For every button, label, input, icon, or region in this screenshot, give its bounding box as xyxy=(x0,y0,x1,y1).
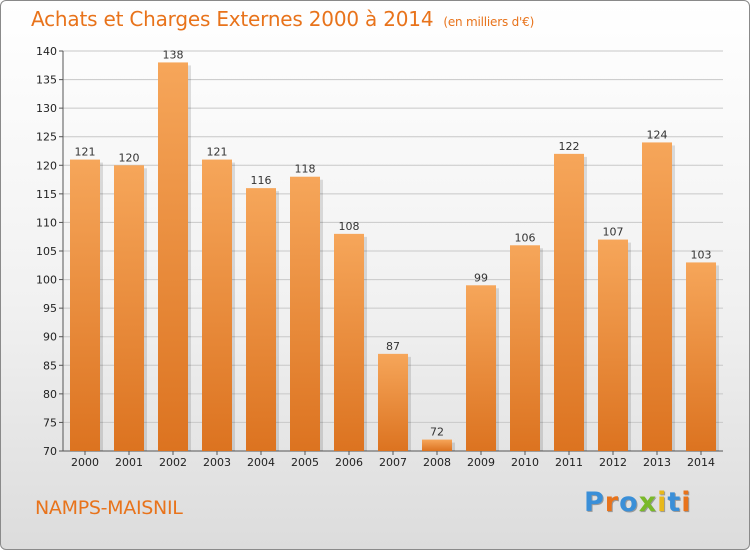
chart-title: Achats et Charges Externes 2000 à 2014 (e… xyxy=(31,7,534,31)
logo-letter: P xyxy=(584,487,605,518)
chart-title-text: Achats et Charges Externes 2000 à 2014 xyxy=(31,7,434,31)
bar xyxy=(378,353,408,451)
y-tick-label: 110 xyxy=(36,216,57,229)
bar xyxy=(554,153,584,451)
logo-letter: i xyxy=(657,487,668,518)
bar-value-label: 118 xyxy=(295,163,316,176)
x-tick-label: 2010 xyxy=(511,456,539,469)
bar-value-label: 120 xyxy=(119,151,140,164)
bar-value-label: 103 xyxy=(691,248,712,261)
bar-value-label: 108 xyxy=(339,220,360,233)
y-tick-label: 100 xyxy=(36,274,57,287)
logo-letter: o xyxy=(619,487,639,518)
bar xyxy=(334,233,364,451)
x-tick-label: 2007 xyxy=(379,456,407,469)
bar-value-label: 99 xyxy=(474,271,488,284)
bar xyxy=(202,159,232,452)
commune-name: NAMPS-MAISNIL xyxy=(35,497,183,519)
y-tick-label: 130 xyxy=(36,102,57,115)
bar-value-label: 107 xyxy=(603,226,624,239)
chart-subtitle: (en milliers d'€) xyxy=(443,15,535,29)
x-tick-label: 2014 xyxy=(687,456,715,469)
y-tick-label: 135 xyxy=(36,74,57,87)
x-tick-label: 2003 xyxy=(203,456,231,469)
bar-value-label: 106 xyxy=(515,231,536,244)
y-tick-label: 140 xyxy=(36,45,57,58)
bar xyxy=(686,262,716,451)
logo-letter: r xyxy=(604,487,620,518)
y-tick-label: 90 xyxy=(43,331,57,344)
x-tick-label: 2000 xyxy=(71,456,99,469)
bar xyxy=(598,239,628,451)
y-tick-label: 115 xyxy=(36,188,57,201)
y-tick-label: 70 xyxy=(43,445,57,458)
y-tick-label: 120 xyxy=(36,159,57,172)
x-tick-label: 2004 xyxy=(247,456,275,469)
bar xyxy=(290,176,320,451)
bar-value-label: 72 xyxy=(430,426,444,439)
bar xyxy=(70,159,100,452)
bar xyxy=(466,285,496,451)
bar-value-label: 121 xyxy=(207,146,228,159)
bar-value-label: 87 xyxy=(386,340,400,353)
y-tick-label: 80 xyxy=(43,388,57,401)
bar-value-label: 121 xyxy=(75,146,96,159)
x-tick-label: 2002 xyxy=(159,456,187,469)
x-tick-label: 2006 xyxy=(335,456,363,469)
y-tick-label: 105 xyxy=(36,245,57,258)
bar xyxy=(114,165,144,452)
x-tick-label: 2011 xyxy=(555,456,583,469)
bar xyxy=(642,142,672,451)
bars xyxy=(70,62,719,452)
x-tick-label: 2009 xyxy=(467,456,495,469)
x-tick-label: 2013 xyxy=(643,456,671,469)
x-tick-label: 2012 xyxy=(599,456,627,469)
bar-value-label: 138 xyxy=(163,48,184,61)
bar xyxy=(510,245,540,451)
bar-value-label: 122 xyxy=(559,140,580,153)
x-tick-label: 2001 xyxy=(115,456,143,469)
logo-letter: t xyxy=(667,487,682,518)
proxiti-logo: Proxiti xyxy=(584,487,692,518)
y-tick-label: 85 xyxy=(43,359,57,372)
bar-value-label: 124 xyxy=(647,128,668,141)
y-tick-label: 125 xyxy=(36,131,57,144)
x-tick-label: 2008 xyxy=(423,456,451,469)
logo-letter: i xyxy=(681,487,692,518)
bar-value-label: 116 xyxy=(251,174,272,187)
y-tick-label: 95 xyxy=(43,302,57,315)
logo-letter: x xyxy=(638,487,658,518)
bar xyxy=(246,188,276,451)
bar xyxy=(158,62,188,452)
data-labels: 121 120 138 121 116 118 108 87 72 99 106 122 107 124 1… xyxy=(75,48,712,438)
bar xyxy=(422,439,452,451)
x-tick-label: 2005 xyxy=(291,456,319,469)
y-tick-label: 75 xyxy=(43,416,57,429)
